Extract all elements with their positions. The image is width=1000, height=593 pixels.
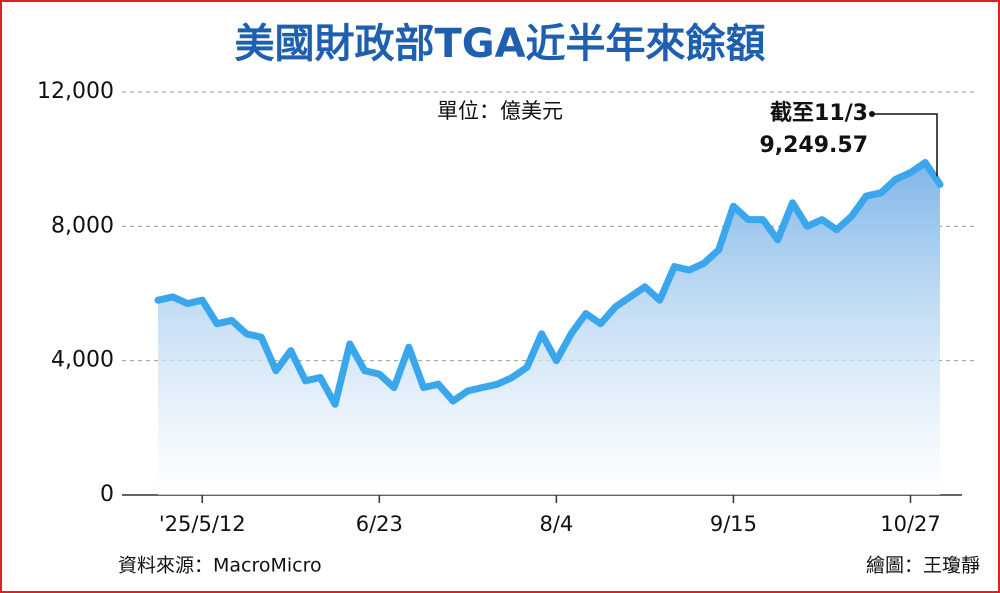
y-tick-label: 4,000: [51, 348, 114, 373]
y-tick-label: 0: [100, 482, 114, 507]
chart-title: 美國財政部TGA近半年來餘額: [234, 21, 765, 67]
area: [158, 162, 940, 495]
x-tick-label: 9/15: [710, 512, 757, 536]
unit-label: 單位：億美元: [437, 99, 563, 123]
annotation: 截至11/3: [770, 101, 868, 126]
x-tick-label: 10/27: [880, 512, 941, 536]
y-tick-label: 12,000: [37, 79, 114, 104]
source: 資料來源：MacroMicro: [118, 555, 322, 577]
y-tick-label: 8,000: [51, 213, 114, 238]
line: [154, 159, 944, 408]
credit: 繪圖：王瓊靜: [866, 555, 980, 577]
x-tick-label: '25/5/12: [159, 512, 246, 536]
x-tick-label: 8/4: [539, 512, 573, 536]
x-tick-label: 6/23: [356, 512, 403, 536]
value-label: 9,249.57: [759, 133, 868, 158]
annotation-leader: [872, 113, 938, 177]
